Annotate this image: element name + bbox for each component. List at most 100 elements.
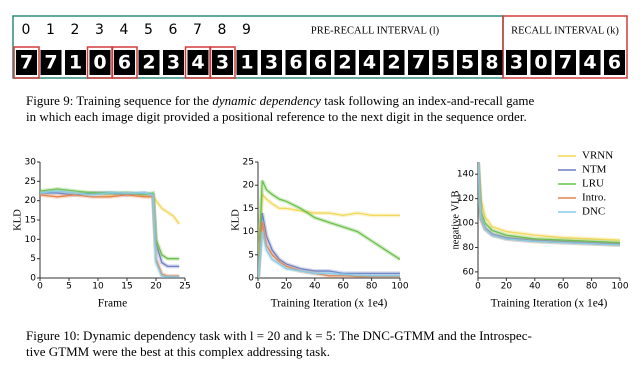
digit-image [40, 50, 62, 75]
index-label: 7 [193, 22, 202, 38]
digit-image [310, 50, 331, 75]
figure10-caption: Figure 10: Dynamic dependency task with … [26, 328, 535, 359]
legend-label: VRNN [582, 150, 613, 162]
y-tick-label: 0 [30, 274, 36, 284]
recall-header: RECALL INTERVAL (k) [511, 25, 619, 36]
x-tick-label: 60 [337, 282, 349, 292]
y-tick-label: 25 [25, 177, 36, 187]
series-line [258, 231, 400, 278]
digit-image [506, 50, 527, 75]
digit: 3 [167, 52, 180, 74]
digit-image [163, 50, 184, 75]
digit-image [408, 50, 429, 75]
index-label: 0 [22, 22, 31, 38]
digit: 6 [314, 52, 327, 74]
pre-recall-header: PRE-RECALL INTERVAL (l) [311, 25, 440, 36]
digit-image [555, 50, 576, 75]
digit-image [16, 50, 37, 75]
digit-image [89, 50, 111, 75]
y-tick-label: 140 [457, 170, 474, 180]
digit-image [481, 50, 503, 75]
caption-text: Figure 10: Dynamic dependency task with … [26, 328, 532, 343]
x-axis-label: Frame [98, 298, 127, 310]
y-tick-label: 100 [457, 219, 474, 229]
digit-image [432, 50, 454, 75]
y-axis-label: KLD [230, 209, 241, 231]
digit: 7 [44, 52, 57, 74]
digit: 2 [387, 52, 400, 74]
x-tick-label: 0 [37, 282, 43, 292]
digit-image [334, 50, 356, 75]
y-tick-label: 10 [243, 227, 255, 237]
index-label: 4 [120, 22, 129, 38]
pointer-box [209, 46, 236, 79]
digit: 8 [485, 52, 498, 74]
recall-frame [502, 15, 628, 79]
x-tick-label: 25 [179, 282, 190, 292]
caption-text: dynamic dependency [212, 93, 321, 108]
index-label: 5 [144, 22, 153, 38]
legend-label: LRU [582, 178, 604, 190]
index-label: 9 [242, 22, 251, 38]
caption-text: Figure 9: Training sequence for the [26, 93, 212, 108]
digit-image [285, 50, 307, 75]
index-label: 6 [169, 22, 178, 38]
x-tick-label: 40 [529, 282, 541, 292]
digit-image [604, 50, 625, 75]
x-axis-label: Training Iteration (x 1e4) [491, 298, 608, 310]
y-tick-label: 5 [30, 254, 36, 264]
caption-text: in which each image digit provided a pos… [26, 109, 527, 124]
y-tick-label: 80 [463, 243, 475, 253]
y-tick-label: 25 [243, 158, 254, 168]
caption-text: task following an index-and-recall game [321, 93, 535, 108]
pointer-box [13, 46, 40, 79]
series-line [478, 162, 620, 244]
digit: 1 [69, 52, 82, 74]
x-tick-label: 5 [66, 282, 72, 292]
x-tick-label: 100 [611, 282, 628, 292]
x-tick-label: 60 [557, 282, 569, 292]
caption-text: tive GTMM were the best at this complex … [26, 344, 330, 359]
y-tick-label: 120 [457, 194, 474, 204]
digit: 5 [461, 52, 474, 74]
digit-image [457, 50, 478, 75]
x-tick-label: 40 [309, 282, 321, 292]
digit-image [114, 50, 135, 75]
digit: 0 [534, 52, 547, 74]
y-tick-label: 0 [248, 274, 254, 284]
digit: 4 [191, 52, 204, 74]
digit-image [187, 50, 209, 75]
x-tick-label: 100 [391, 282, 408, 292]
digit: 3 [510, 52, 523, 74]
digit-image [138, 50, 160, 75]
digit-image [383, 50, 405, 75]
x-tick-label: 15 [121, 282, 132, 292]
legend-label: DNC [582, 206, 605, 218]
digit: 6 [289, 52, 302, 74]
legend-label: NTM [582, 164, 607, 176]
y-tick-label: 30 [25, 158, 37, 168]
x-axis-label: Training Iteration (x 1e4) [271, 298, 388, 310]
series-line [258, 212, 400, 278]
digit: 3 [265, 52, 278, 74]
series-line [40, 194, 180, 277]
x-tick-label: 80 [366, 282, 378, 292]
digit: 5 [436, 52, 449, 74]
y-axis-label: negative VLB [450, 190, 461, 249]
index-label: 8 [218, 22, 227, 38]
digit-image [530, 50, 552, 75]
legend-label: Intro. [582, 192, 606, 204]
x-tick-label: 80 [586, 282, 598, 292]
y-tick-label: 20 [25, 196, 37, 206]
series-line [258, 192, 400, 255]
digit: 6 [118, 52, 131, 74]
digit: 6 [608, 52, 621, 74]
series-line [258, 180, 400, 278]
digit: 7 [412, 52, 425, 74]
digit-image [579, 50, 601, 75]
y-tick-label: 5 [248, 250, 254, 260]
x-tick-label: 0 [475, 282, 481, 292]
y-tick-label: 20 [243, 181, 255, 191]
digit: 3 [216, 52, 229, 74]
